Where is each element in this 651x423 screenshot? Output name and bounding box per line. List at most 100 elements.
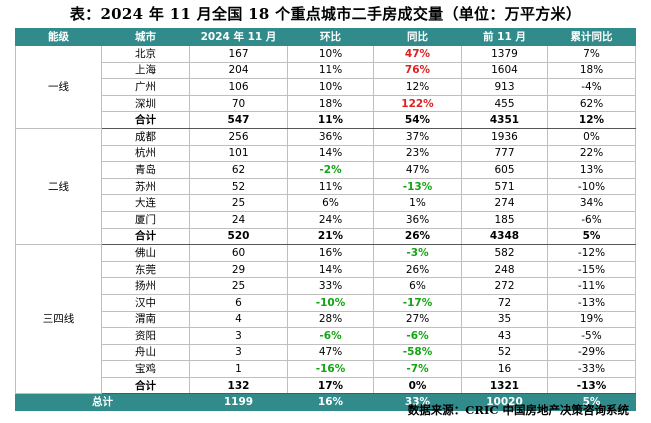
ytd-volume-cell: 913 bbox=[461, 78, 548, 96]
yoy-cell: 36% bbox=[373, 210, 462, 229]
city-cell: 苏州 bbox=[101, 177, 190, 196]
subtotal-row: 合计 132 17% 0% 1321 -13% bbox=[16, 376, 636, 395]
table-row: 上海 204 11% 76% 1604 18% bbox=[16, 61, 636, 80]
table-row: 舟山 3 47% -58% 52 -29% bbox=[16, 343, 636, 362]
yoy-cell: 26% bbox=[373, 260, 462, 279]
ytd-volume-cell: 582 bbox=[461, 244, 548, 262]
month-volume-cell: 24 bbox=[189, 210, 288, 229]
month-volume-cell: 1 bbox=[189, 360, 288, 378]
cum-yoy-cell: -10% bbox=[547, 177, 636, 196]
city-cell: 东莞 bbox=[101, 260, 190, 279]
city-cell: 深圳 bbox=[101, 94, 190, 113]
table-row: 深圳 70 18% 122% 455 62% bbox=[16, 94, 636, 113]
month-volume-cell: 62 bbox=[189, 161, 288, 179]
cum-yoy-cell: 18% bbox=[547, 61, 636, 80]
subtotal-cum: 12% bbox=[547, 111, 636, 129]
month-volume-cell: 256 bbox=[189, 127, 288, 146]
cum-yoy-cell: -6% bbox=[547, 210, 636, 229]
subtotal-ytd: 1321 bbox=[461, 376, 548, 395]
cum-yoy-cell: -13% bbox=[547, 293, 636, 312]
subtotal-row: 合计 520 21% 26% 4348 5% bbox=[16, 227, 636, 246]
subtotal-mom: 17% bbox=[287, 376, 374, 395]
ytd-volume-cell: 16 bbox=[461, 360, 548, 378]
mom-cell: 33% bbox=[287, 277, 374, 295]
header-tier: 能级 bbox=[15, 28, 102, 46]
yoy-cell: 23% bbox=[373, 144, 462, 163]
yoy-cell: 1% bbox=[373, 194, 462, 212]
table-row: 汉中 6 -10% -17% 72 -13% bbox=[16, 293, 636, 312]
cum-yoy-cell: 22% bbox=[547, 144, 636, 163]
mom-cell: -16% bbox=[287, 360, 374, 378]
yoy-cell: 122% bbox=[373, 94, 462, 113]
yoy-cell: 6% bbox=[373, 277, 462, 295]
table-row: 渭南 4 28% 27% 35 19% bbox=[16, 310, 636, 329]
city-cell: 成都 bbox=[101, 127, 190, 146]
ytd-volume-cell: 777 bbox=[461, 144, 548, 163]
subtotal-label: 合计 bbox=[101, 227, 190, 246]
yoy-cell: -17% bbox=[373, 293, 462, 312]
city-cell: 大连 bbox=[101, 194, 190, 212]
subtotal-cum: -13% bbox=[547, 376, 636, 395]
subtotal-label: 合计 bbox=[101, 111, 190, 129]
table-row: 资阳 3 -6% -6% 43 -5% bbox=[16, 327, 636, 345]
mom-cell: 14% bbox=[287, 144, 374, 163]
city-cell: 北京 bbox=[101, 45, 190, 63]
city-cell: 上海 bbox=[101, 61, 190, 80]
total-yoy: 33% bbox=[373, 393, 462, 412]
ytd-volume-cell: 72 bbox=[461, 293, 548, 312]
tier-label: 二线 bbox=[15, 127, 102, 246]
transaction-table: 能级 城市 2024 年 11 月 环比 同比 前 11 月 累计同比 一线 北京… bbox=[15, 28, 636, 412]
cum-yoy-cell: 13% bbox=[547, 161, 636, 179]
mom-cell: -6% bbox=[287, 327, 374, 345]
month-volume-cell: 52 bbox=[189, 177, 288, 196]
header-mom: 环比 bbox=[287, 28, 374, 46]
ytd-volume-cell: 35 bbox=[461, 310, 548, 329]
subtotal-ytd: 4348 bbox=[461, 227, 548, 246]
table-row: 东莞 29 14% 26% 248 -15% bbox=[16, 260, 636, 279]
month-volume-cell: 25 bbox=[189, 277, 288, 295]
ytd-volume-cell: 605 bbox=[461, 161, 548, 179]
month-volume-cell: 25 bbox=[189, 194, 288, 212]
total-label: 总计 bbox=[15, 393, 190, 412]
city-cell: 厦门 bbox=[101, 210, 190, 229]
ytd-volume-cell: 272 bbox=[461, 277, 548, 295]
yoy-cell: 27% bbox=[373, 310, 462, 329]
total-row: 总计 1199 16% 33% 10020 5% bbox=[15, 393, 636, 412]
total-cum: 5% bbox=[547, 393, 636, 412]
table-title: 表：2024 年 11 月全国 18 个重点城市二手房成交量（单位：万平方米） bbox=[69, 5, 582, 23]
subtotal-month: 520 bbox=[189, 227, 288, 246]
cum-yoy-cell: -15% bbox=[547, 260, 636, 279]
subtotal-yoy: 54% bbox=[373, 111, 462, 129]
mom-cell: 10% bbox=[287, 78, 374, 96]
yoy-cell: -3% bbox=[373, 244, 462, 262]
city-cell: 汉中 bbox=[101, 293, 190, 312]
city-cell: 资阳 bbox=[101, 327, 190, 345]
city-cell: 青岛 bbox=[101, 161, 190, 179]
mom-cell: 18% bbox=[287, 94, 374, 113]
mom-cell: 47% bbox=[287, 343, 374, 362]
total-ytd: 10020 bbox=[461, 393, 548, 412]
yoy-cell: 37% bbox=[373, 127, 462, 146]
yoy-cell: -13% bbox=[373, 177, 462, 196]
mom-cell: 6% bbox=[287, 194, 374, 212]
subtotal-mom: 11% bbox=[287, 111, 374, 129]
month-volume-cell: 106 bbox=[189, 78, 288, 96]
ytd-volume-cell: 274 bbox=[461, 194, 548, 212]
cum-yoy-cell: -29% bbox=[547, 343, 636, 362]
table-row: 厦门 24 24% 36% 185 -6% bbox=[16, 210, 636, 229]
month-volume-cell: 101 bbox=[189, 144, 288, 163]
table-row: 一线 北京 167 10% 47% 1379 7% bbox=[15, 45, 636, 129]
table-row: 苏州 52 11% -13% 571 -10% bbox=[16, 177, 636, 196]
yoy-cell: 76% bbox=[373, 61, 462, 80]
mom-cell: 36% bbox=[287, 127, 374, 146]
yoy-cell: -6% bbox=[373, 327, 462, 345]
header-cum-yoy: 累计同比 bbox=[547, 28, 636, 46]
city-cell: 舟山 bbox=[101, 343, 190, 362]
cum-yoy-cell: 7% bbox=[547, 45, 636, 63]
cum-yoy-cell: -12% bbox=[547, 244, 636, 262]
cum-yoy-cell: -11% bbox=[547, 277, 636, 295]
yoy-cell: -58% bbox=[373, 343, 462, 362]
month-volume-cell: 3 bbox=[189, 327, 288, 345]
month-volume-cell: 4 bbox=[189, 310, 288, 329]
table-body: 一线 北京 167 10% 47% 1379 7% 上海 204 11% 76% 1604 18% 广州 1… bbox=[15, 45, 636, 412]
